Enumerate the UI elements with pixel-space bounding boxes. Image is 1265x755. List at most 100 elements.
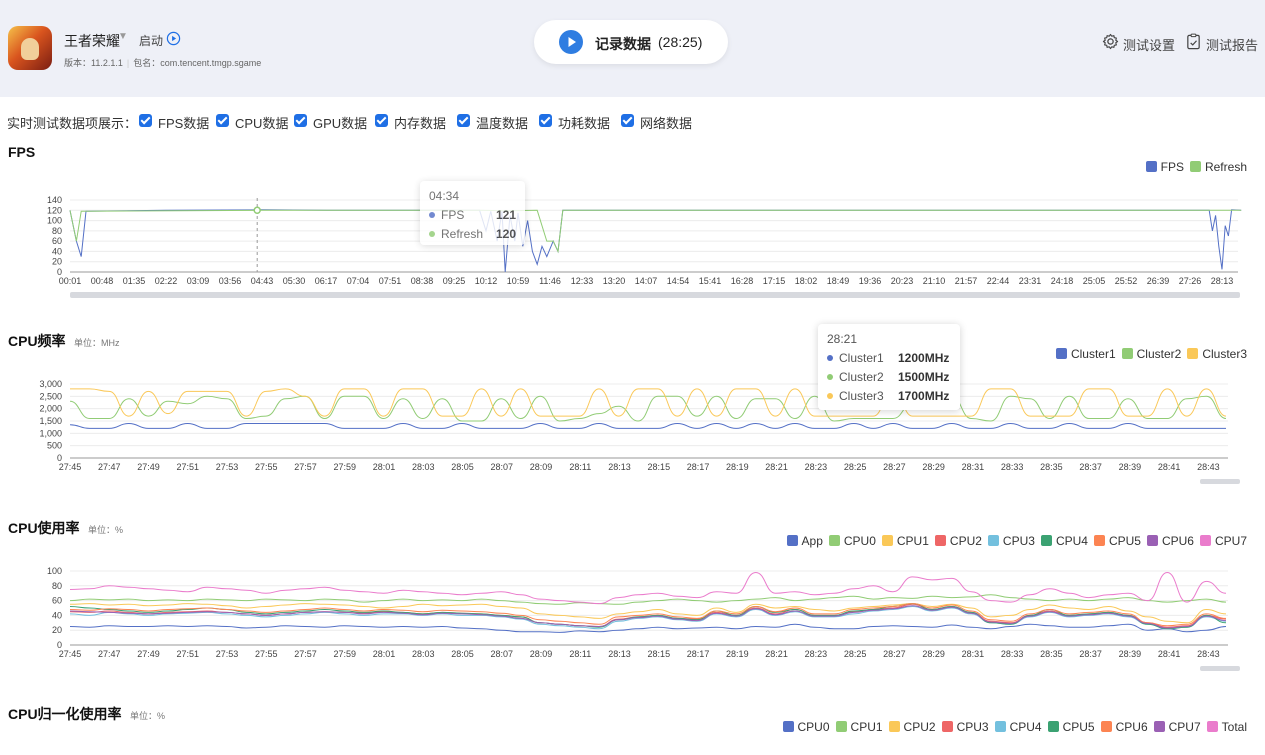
x-tick-label: 00:48 [91,276,114,286]
x-tick-label: 15:41 [699,276,722,286]
series-line-cpu5[interactable] [69,603,1227,627]
legend-item[interactable]: CPU1 [835,720,883,734]
play-circle-icon[interactable] [166,31,181,46]
x-tick-label: 28:03 [412,462,435,472]
legend-item[interactable]: CPU0 [782,720,830,734]
legend-swatch [1153,721,1165,732]
series-line-cpu4[interactable] [69,603,1227,630]
x-tick-label: 13:20 [603,276,626,286]
series-line-cpu3[interactable] [69,605,1227,630]
legend-item[interactable]: CPU7 [1199,534,1247,548]
cpu-usage-legend: App CPU0 CPU1 CPU2 CPU3 CPU4 CPU5 CPU6 CPU7 [781,534,1247,548]
legend-swatch [1206,721,1218,732]
x-tick-label: 14:07 [635,276,658,286]
legend-item[interactable]: Cluster2 [1121,347,1181,361]
y-tick-label: 1,000 [39,428,62,438]
legend-item[interactable]: Total [1206,720,1247,734]
legend-item[interactable]: CPU3 [941,720,989,734]
checkbox-icon [216,114,229,127]
tooltip-value: 1700MHz [898,389,950,403]
cpu-freq-chart[interactable]: 3,000 2,500 2,000 1,500 1,000 500 027:45 27:47 2… [0,376,1265,476]
test-report-button[interactable]: 测试报告 [1185,33,1261,53]
x-tick-label: 25:05 [1083,276,1106,286]
x-tick-label: 28:21 [765,462,788,472]
legend-item[interactable]: Refresh [1189,160,1247,174]
legend-item[interactable]: CPU5 [1047,720,1095,734]
legend-item[interactable]: CPU6 [1100,720,1148,734]
x-tick-label: 28:43 [1197,462,1220,472]
fps-section-title: FPS [8,144,36,160]
tooltip-value: 121 [496,208,517,222]
x-tick-label: 07:51 [379,276,402,286]
legend-item[interactable]: CPU5 [1093,534,1141,548]
legend-item[interactable]: CPU4 [1040,534,1088,548]
legend-item[interactable]: CPU0 [828,534,876,548]
fps-tooltip: 04:34 FPS 121 Refresh 120 [420,181,525,245]
legend-item[interactable]: CPU4 [994,720,1042,734]
series-line-cpu0[interactable] [69,594,1227,605]
toggle-label: 网络数据 [640,116,693,131]
cpu-usage-zoom-slider[interactable] [1200,666,1240,671]
x-tick-label: 28:37 [1079,462,1102,472]
legend-item[interactable]: CPU3 [987,534,1035,548]
test-settings-button[interactable]: 测试设置 [1102,33,1177,53]
record-timer: (28:25) [658,34,703,50]
x-tick-label: 18:49 [827,276,850,286]
x-tick-label: 19:36 [859,276,882,286]
start-label[interactable]: 启动 [139,34,164,48]
legend-swatch [1040,535,1052,546]
series-line-app[interactable] [69,623,1227,633]
legend-label: Cluster3 [1202,347,1247,361]
x-tick-label: 28:05 [451,462,474,472]
x-tick-label: 27:55 [255,462,278,472]
x-tick-label: 28:15 [648,649,671,659]
hover-point [253,206,261,215]
legend-label: Cluster1 [1070,347,1116,361]
app-name[interactable]: 王者荣耀 [64,33,120,49]
legend-item[interactable]: CPU6 [1146,534,1194,548]
app-icon[interactable] [8,26,52,70]
x-tick-label: 07:04 [347,276,370,286]
series-dot [827,393,833,399]
cpu-freq-zoom-slider[interactable] [1200,479,1240,484]
tooltip-series-name: FPS [441,208,465,222]
legend-item[interactable]: CPU7 [1153,720,1201,734]
header-bar: 王者荣耀 ▼ 启动 版本：11.2.1.1 | 包名：com.tencent.tmg… [0,0,1265,97]
legend-item[interactable]: Cluster1 [1055,347,1116,361]
toggle-label: 温度数据 [476,116,529,131]
x-tick-label: 28:19 [726,462,749,472]
legend-swatch [828,535,840,546]
x-tick-label: 27:47 [98,649,121,659]
series-line-cluster1[interactable] [69,422,1227,429]
checkbox-icon [375,114,388,127]
x-tick-label: 21:10 [923,276,946,286]
record-data-button[interactable]: 记录数据 (28:25) [534,20,728,64]
y-tick-label: 500 [47,441,62,451]
legend-swatch [941,721,953,732]
legend-item[interactable]: FPS [1145,160,1184,174]
cpu-usage-chart[interactable]: 100 80 60 40 20 027:45 27:47 27:49 27:51 27:53 27:… [0,563,1265,663]
legend-item[interactable]: CPU2 [888,720,936,734]
series-line-cpu1[interactable] [69,603,1227,624]
fps-zoom-slider[interactable] [70,292,1240,298]
legend-item[interactable]: CPU1 [881,534,929,548]
x-tick-label: 28:13 [1211,276,1234,286]
series-line-cpu6[interactable] [69,605,1227,629]
chevron-down-icon[interactable]: ▼ [118,31,128,42]
tooltip-value: 1500MHz [898,370,950,384]
x-tick-label: 28:21 [765,649,788,659]
x-tick-label: 11:46 [539,276,561,286]
x-tick-label: 28:23 [805,649,828,659]
series-line-cpu7[interactable] [69,571,1227,605]
x-tick-label: 21:57 [955,276,978,286]
series-line-cluster2[interactable] [69,395,1227,422]
x-tick-label: 17:15 [763,276,786,286]
tooltip-series-name: Cluster3 [839,389,884,403]
series-line-cluster3[interactable] [69,388,1227,417]
legend-item[interactable]: CPU2 [934,534,982,548]
x-tick-label: 20:23 [891,276,914,286]
legend-item[interactable]: Cluster3 [1187,347,1247,361]
x-tick-label: 12:33 [571,276,594,286]
legend-item[interactable]: App [786,534,823,548]
